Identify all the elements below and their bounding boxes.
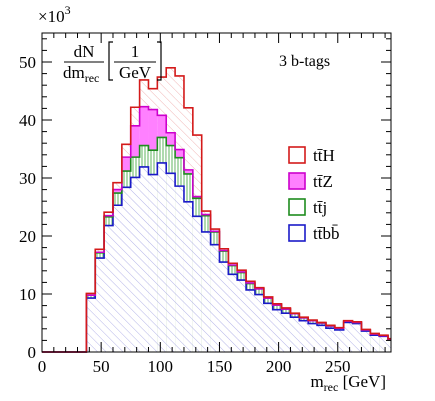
- bar-0-29: [299, 320, 309, 352]
- annotation-b-tags: 3 b-tags: [279, 53, 330, 70]
- y-title-bracket-top: 1: [131, 42, 140, 61]
- plot-frame: [41, 32, 392, 353]
- x-tick-label: 100: [148, 357, 174, 376]
- bar-0-14: [166, 173, 176, 352]
- series-line-0: [42, 162, 391, 353]
- bar-0-36: [361, 331, 371, 352]
- y-title-numerator: dN: [74, 42, 95, 61]
- bar-0-10: [130, 177, 140, 352]
- bar-0-37: [370, 335, 380, 352]
- bar-0-27: [281, 313, 291, 352]
- bar-0-23: [246, 289, 255, 352]
- bar-0-6: [95, 258, 105, 352]
- bar-0-20: [219, 262, 229, 352]
- bar-0-38: [379, 336, 389, 352]
- y-tick-label: 40: [19, 111, 36, 130]
- legend-swatch-0: [288, 146, 306, 164]
- x-tick-label: 250: [325, 357, 351, 376]
- bar-0-25: [263, 303, 273, 352]
- legend-swatch-2: [288, 198, 306, 216]
- legend: tt̄H tt̄Z tt̄j tt̄bb̄: [288, 146, 339, 243]
- plot-lines: [42, 67, 391, 353]
- legend-swatch-3: [288, 224, 306, 242]
- bar-0-26: [272, 309, 282, 352]
- bar-0-19: [210, 244, 220, 352]
- y-title-denominator: dmrec: [63, 63, 99, 85]
- legend-swatch-1: [288, 172, 306, 190]
- bar-0-15: [175, 186, 184, 352]
- bar-0-13: [157, 162, 167, 352]
- y-tick-label: 30: [19, 169, 36, 188]
- bar-0-24: [254, 294, 264, 352]
- y-scale-factor: ×103: [38, 3, 71, 26]
- y-tick-label: 20: [19, 227, 36, 246]
- x-tick-label: 50: [93, 357, 110, 376]
- series-line-3: [42, 67, 391, 353]
- bar-0-30: [308, 323, 318, 352]
- axes: 0 50 100 150 200 250 0 10 20 30 40 50: [19, 32, 392, 376]
- x-tick-label: 200: [266, 357, 292, 376]
- bar-0-31: [317, 325, 326, 352]
- y-tick-label: 0: [28, 343, 37, 362]
- bar-0-18: [201, 231, 211, 352]
- bar-0-12: [148, 174, 158, 352]
- bar-0-28: [290, 317, 300, 352]
- bar-0-9: [121, 187, 131, 352]
- bar-0-17: [192, 216, 202, 352]
- bar-0-7: [104, 225, 113, 352]
- bar-0-11: [139, 166, 149, 352]
- y-title-bracket-bottom: GeV: [119, 63, 152, 82]
- bar-0-21: [228, 274, 238, 352]
- x-tick-label: 150: [207, 357, 233, 376]
- legend-label-1: tt̄Z: [313, 172, 333, 191]
- x-axis-title: mrec [GeV]: [310, 372, 386, 394]
- legend-label-0: tt̄H: [313, 146, 335, 165]
- legend-label-2: tt̄j: [313, 198, 327, 217]
- y-tick-label: 10: [19, 285, 36, 304]
- bar-0-5: [86, 298, 96, 352]
- bar-0-8: [112, 205, 122, 352]
- bar-0-22: [237, 280, 247, 352]
- bar-0-16: [183, 201, 193, 352]
- y-tick-label: 50: [19, 53, 36, 72]
- plot-fills: [86, 67, 391, 353]
- bar-0-32: [325, 328, 335, 352]
- bar-0-33: [334, 329, 344, 352]
- bar-0-35: [352, 323, 362, 352]
- x-tick-label: 0: [38, 357, 47, 376]
- bar-0-34: [343, 322, 353, 352]
- bar-0-39: [388, 339, 391, 352]
- legend-label-3: tt̄bb̄: [313, 224, 339, 243]
- y-axis-title: dN dmrec 1 GeV: [63, 41, 162, 85]
